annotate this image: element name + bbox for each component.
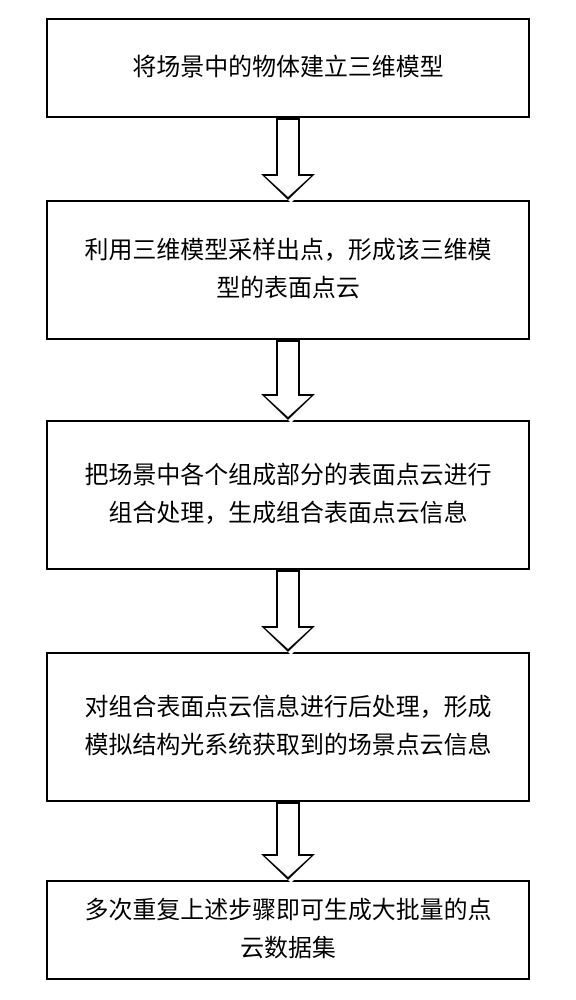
arrow-joint <box>278 625 298 628</box>
flow-step-label: 利用三维模型采样出点，形成该三维模型的表面点云 <box>78 232 498 309</box>
arrow-joint <box>278 173 298 176</box>
flow-step-label: 把场景中各个组成部分的表面点云进行组合处理，生成组合表面点云信息 <box>78 457 498 534</box>
flow-step-4: 对组合表面点云信息进行后处理，形成模拟结构光系统获取到的场景点云信息 <box>46 652 530 802</box>
arrow-shaft <box>276 340 300 394</box>
flow-arrow-3 <box>261 570 315 652</box>
flow-arrow-4 <box>261 802 315 880</box>
flow-step-2: 利用三维模型采样出点，形成该三维模型的表面点云 <box>46 200 530 340</box>
flow-arrow-1 <box>261 118 315 200</box>
flowchart-canvas: 将场景中的物体建立三维模型利用三维模型采样出点，形成该三维模型的表面点云把场景中… <box>0 0 576 1000</box>
arrow-head-icon <box>261 394 315 420</box>
arrow-shaft <box>276 118 300 174</box>
flow-step-5: 多次重复上述步骤即可生成大批量的点云数据集 <box>46 880 530 980</box>
flow-step-3: 把场景中各个组成部分的表面点云进行组合处理，生成组合表面点云信息 <box>46 420 530 570</box>
flow-step-label: 多次重复上述步骤即可生成大批量的点云数据集 <box>78 892 498 969</box>
flow-step-label: 对组合表面点云信息进行后处理，形成模拟结构光系统获取到的场景点云信息 <box>78 689 498 766</box>
arrow-shaft <box>276 802 300 854</box>
flow-step-label: 将场景中的物体建立三维模型 <box>132 49 443 87</box>
arrow-head-fill <box>265 396 311 417</box>
arrow-head-icon <box>261 174 315 200</box>
arrow-head-fill <box>265 628 311 649</box>
flow-arrow-2 <box>261 340 315 420</box>
arrow-joint <box>278 393 298 396</box>
arrow-head-icon <box>261 626 315 652</box>
arrow-head-fill <box>265 856 311 877</box>
arrow-joint <box>278 853 298 856</box>
flow-step-1: 将场景中的物体建立三维模型 <box>46 18 530 118</box>
arrow-head-icon <box>261 854 315 880</box>
arrow-head-fill <box>265 176 311 197</box>
arrow-shaft <box>276 570 300 626</box>
